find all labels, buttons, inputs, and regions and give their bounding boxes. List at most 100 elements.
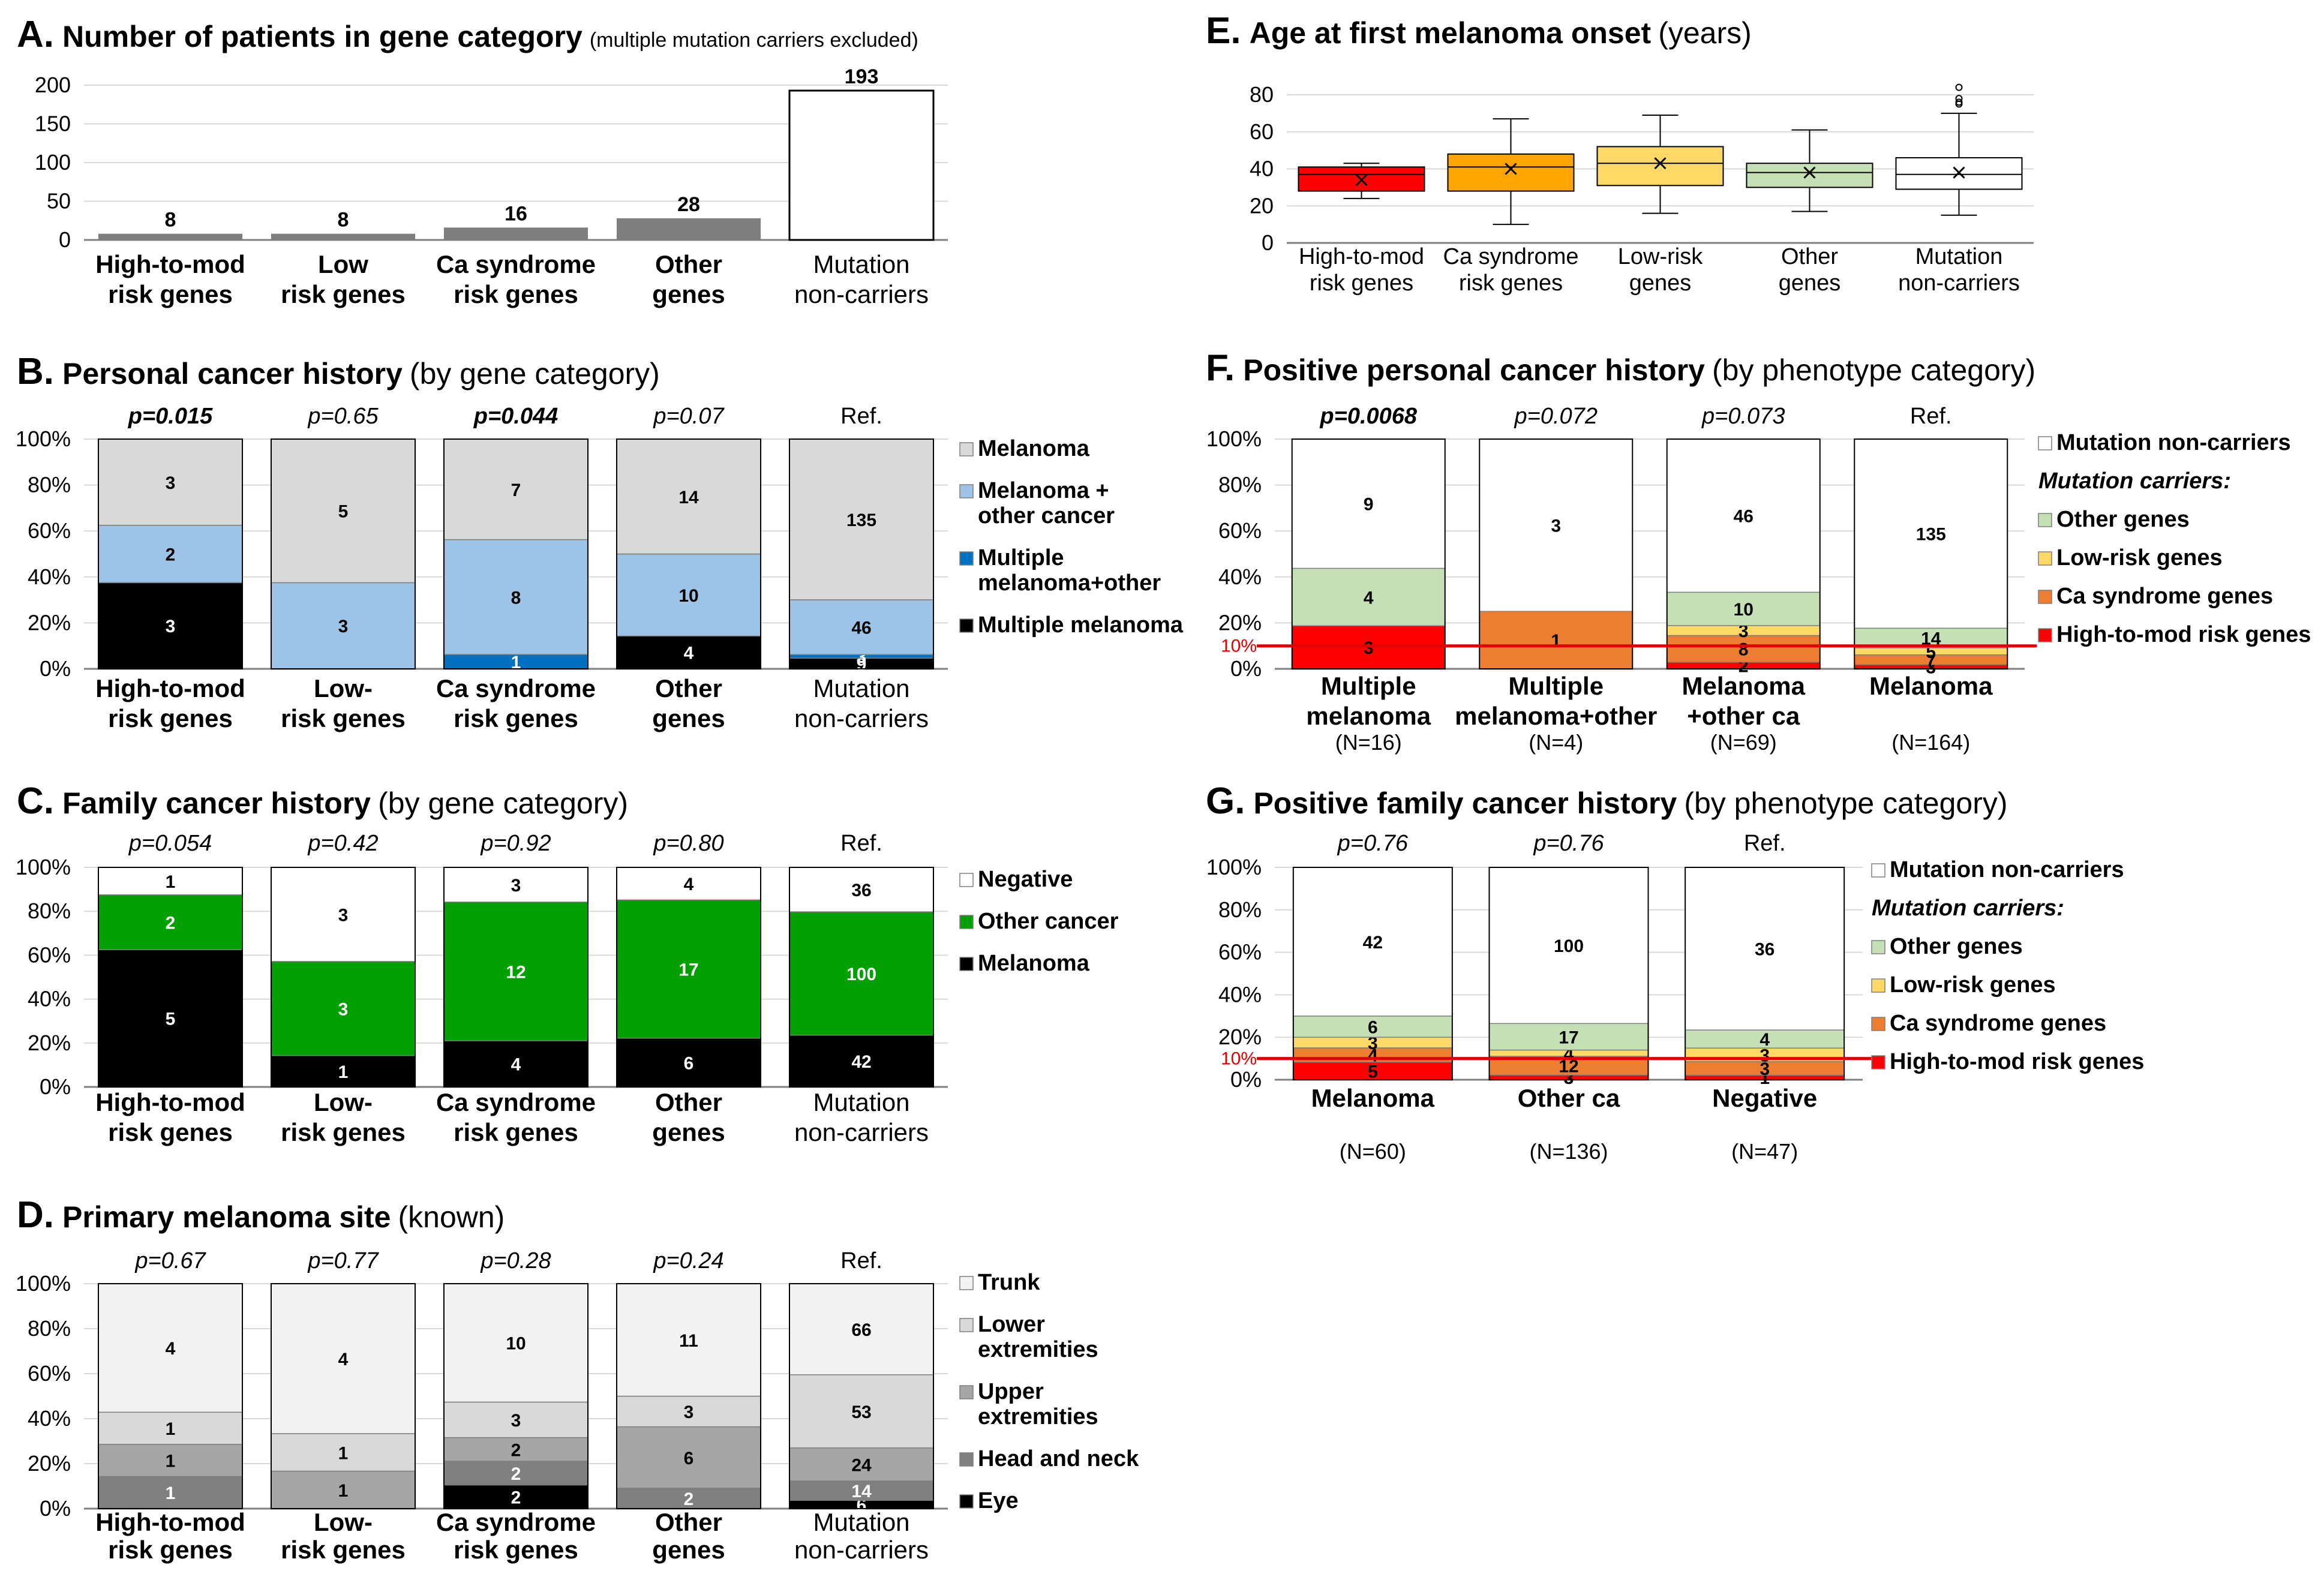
x-tick-label: Ca syndrome — [436, 1508, 596, 1536]
x-tick-label: risk genes — [108, 1118, 233, 1146]
bar-outline — [1479, 438, 1634, 669]
x-tick-label: Low-risk — [1618, 244, 1703, 269]
legend-label: Other cancer — [978, 909, 1119, 934]
data-label: 8 — [338, 209, 349, 232]
outlier-point — [1955, 95, 1963, 103]
data-label: 3 — [1739, 621, 1749, 641]
bar-outline — [443, 867, 588, 1088]
x-tick-label: genes — [652, 1118, 725, 1146]
legend-label: Eye — [978, 1488, 1019, 1513]
stacked-segment — [443, 1437, 588, 1462]
data-label: 1 — [166, 1483, 176, 1503]
reference-line-label: 10% — [1221, 636, 1257, 656]
data-label: 46 — [1734, 507, 1753, 527]
legend-G: Mutation non-carriers Mutation carriers: O… — [1871, 857, 2144, 1074]
y-tick-label: 150 — [35, 112, 71, 136]
legend-label: Negative — [978, 867, 1073, 892]
data-label: 3 — [1368, 1034, 1378, 1053]
x-tick-label: risk genes — [108, 1536, 233, 1564]
x-tick-label: non-carriers — [794, 280, 929, 308]
n-count: (N=4) — [1529, 730, 1583, 755]
data-label: 4 — [1364, 588, 1374, 608]
y-tick-label: 40% — [28, 1406, 71, 1431]
panel-letter: A. — [17, 14, 54, 55]
legend-label: Ca syndrome genes — [2056, 584, 2273, 609]
legend-swatch — [959, 618, 974, 633]
data-label: 9 — [1364, 495, 1374, 515]
data-label: 10 — [678, 586, 698, 606]
data-label: 3 — [338, 999, 349, 1019]
data-label: 8 — [511, 588, 521, 608]
y-tick-label: 20% — [1218, 1025, 1262, 1049]
x-tick-label: risk genes — [108, 704, 233, 732]
data-label: 5 — [1368, 1062, 1378, 1082]
data-label: 1 — [166, 872, 176, 892]
p-value: Ref. — [1910, 404, 1952, 429]
bar-outline — [616, 438, 761, 669]
y-tick-label: 100% — [16, 1271, 71, 1296]
panel-title-E: E. Age at first melanoma onset (years) — [1206, 10, 1752, 52]
legend-swatch — [2038, 590, 2052, 604]
data-label: 3 — [338, 905, 349, 925]
svg-text:E.Age at first melanoma onset(: E. Age at first melanoma onset (years) — [1206, 10, 1752, 52]
panel-letter: B. — [17, 351, 54, 392]
x-tick-label: Multiple — [1321, 672, 1416, 700]
x-tick-label: Melanoma — [1869, 672, 1993, 700]
legend-label: Other genes — [1890, 934, 2023, 959]
legend-header: Mutation carriers: — [2038, 468, 2231, 494]
data-label: 4 — [511, 1055, 521, 1074]
legend-D: TrunkLowerextremitiesUpperextremitiesHea… — [959, 1270, 1139, 1513]
data-label: 2 — [511, 1440, 521, 1460]
legend-label: Melanoma — [978, 436, 1090, 461]
y-tick-label: 60% — [1218, 940, 1262, 965]
outlier-point — [1955, 83, 1963, 91]
y-tick-label: 20% — [1218, 610, 1262, 635]
legend-swatch — [959, 1385, 974, 1399]
data-label: 4 — [1759, 1030, 1770, 1050]
y-tick-label: 60% — [28, 942, 71, 967]
y-tick-label: 0% — [40, 1496, 71, 1521]
data-label: 2 — [166, 914, 176, 933]
legend-swatch — [959, 915, 974, 929]
chart-B: 0% 20% 40% 60% 80% 100% 3 2 3 p=0.015 3 5 p=0.65 1 8 7 p… — [16, 404, 948, 732]
panel-subtitle: (by gene category) — [410, 357, 660, 391]
y-tick-label: 40% — [1218, 564, 1262, 589]
data-label: 3 — [1551, 516, 1561, 536]
x-tick-label: Ca syndrome — [436, 250, 596, 278]
data-label: 1 — [166, 1452, 176, 1471]
data-label: 2 — [684, 1489, 694, 1509]
bar-outline — [271, 867, 416, 1088]
stacked-segment — [271, 1283, 416, 1434]
reference-line-label: 10% — [1221, 1049, 1257, 1069]
data-label: 3 — [338, 617, 349, 636]
mean-marker — [1355, 173, 1368, 187]
x-tick-label: Mutation — [1915, 244, 2003, 269]
legend-header: Mutation carriers: — [1872, 896, 2064, 921]
legend-label: Multiple melanoma — [978, 612, 1184, 638]
x-tick-label: non-carriers — [794, 704, 929, 732]
p-value: p=0.0068 — [1319, 404, 1417, 429]
bar — [98, 233, 242, 240]
x-tick-label: High-to-mod — [1299, 244, 1424, 269]
legend-swatch — [1871, 1055, 1885, 1070]
data-label: 42 — [851, 1052, 871, 1072]
bar-outline — [1666, 438, 1821, 669]
data-label: 1 — [338, 1062, 349, 1082]
legend-label: Mutation non-carriers — [2056, 430, 2291, 455]
x-tick-label: Low — [318, 250, 368, 278]
p-value: p=0.015 — [128, 404, 213, 429]
legend-label: Mutation non-carriers — [1890, 857, 2124, 882]
data-label: 4 — [1368, 1046, 1378, 1066]
legend-label: Upper — [978, 1379, 1044, 1404]
legend-label: Low-risk genes — [2056, 545, 2223, 570]
data-label: 24 — [851, 1455, 872, 1475]
panel-subtitle: (multiple mutation carriers excluded) — [590, 29, 918, 52]
mean-marker — [1803, 166, 1816, 179]
y-tick-label: 100% — [1206, 855, 1262, 879]
stacked-segment — [271, 438, 416, 584]
panel-letter: D. — [17, 1194, 54, 1236]
stacked-segment — [98, 1444, 243, 1477]
p-value: p=0.07 — [653, 404, 725, 429]
bar-outline — [616, 867, 761, 1088]
